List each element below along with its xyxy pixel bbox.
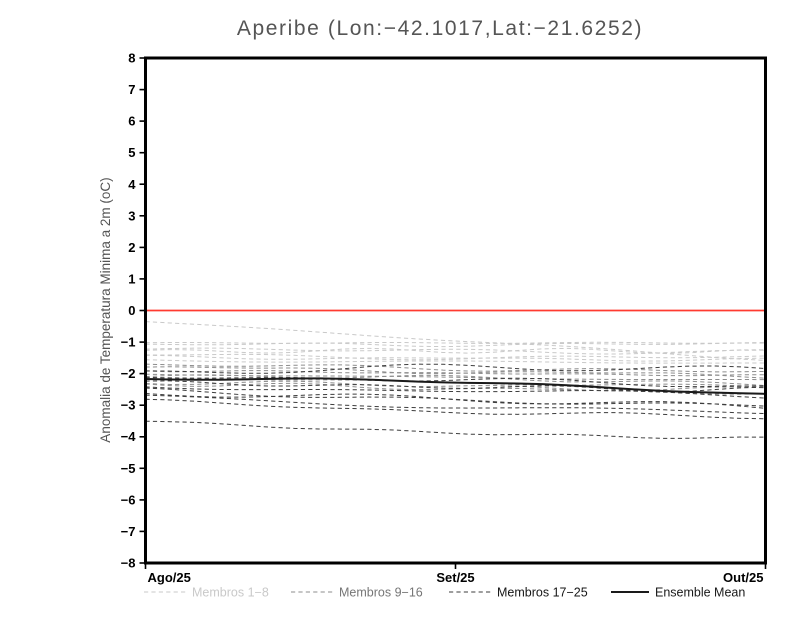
svg-text:−4: −4 <box>121 429 137 444</box>
svg-text:4: 4 <box>128 177 136 192</box>
svg-text:Membros 9−16: Membros 9−16 <box>339 586 423 600</box>
svg-text:Set/25: Set/25 <box>436 570 474 585</box>
svg-text:−3: −3 <box>121 398 136 413</box>
svg-text:−8: −8 <box>121 556 136 571</box>
svg-text:Membros 1−8: Membros 1−8 <box>192 586 269 600</box>
svg-text:−1: −1 <box>121 335 136 350</box>
svg-text:5: 5 <box>128 145 135 160</box>
svg-text:−7: −7 <box>121 524 136 539</box>
svg-text:0: 0 <box>128 303 135 318</box>
svg-text:−2: −2 <box>121 366 136 381</box>
svg-text:−6: −6 <box>121 492 136 507</box>
svg-text:7: 7 <box>128 82 135 97</box>
svg-text:8: 8 <box>128 51 135 66</box>
svg-text:3: 3 <box>128 208 135 223</box>
svg-text:Out/25: Out/25 <box>723 570 763 585</box>
svg-text:1: 1 <box>128 271 135 286</box>
svg-text:6: 6 <box>128 114 135 129</box>
svg-text:Ensemble Mean: Ensemble Mean <box>655 586 745 600</box>
svg-text:Membros 17−25: Membros 17−25 <box>497 586 588 600</box>
svg-text:Ago/25: Ago/25 <box>148 570 191 585</box>
svg-text:2: 2 <box>128 240 135 255</box>
svg-text:−5: −5 <box>121 461 136 476</box>
